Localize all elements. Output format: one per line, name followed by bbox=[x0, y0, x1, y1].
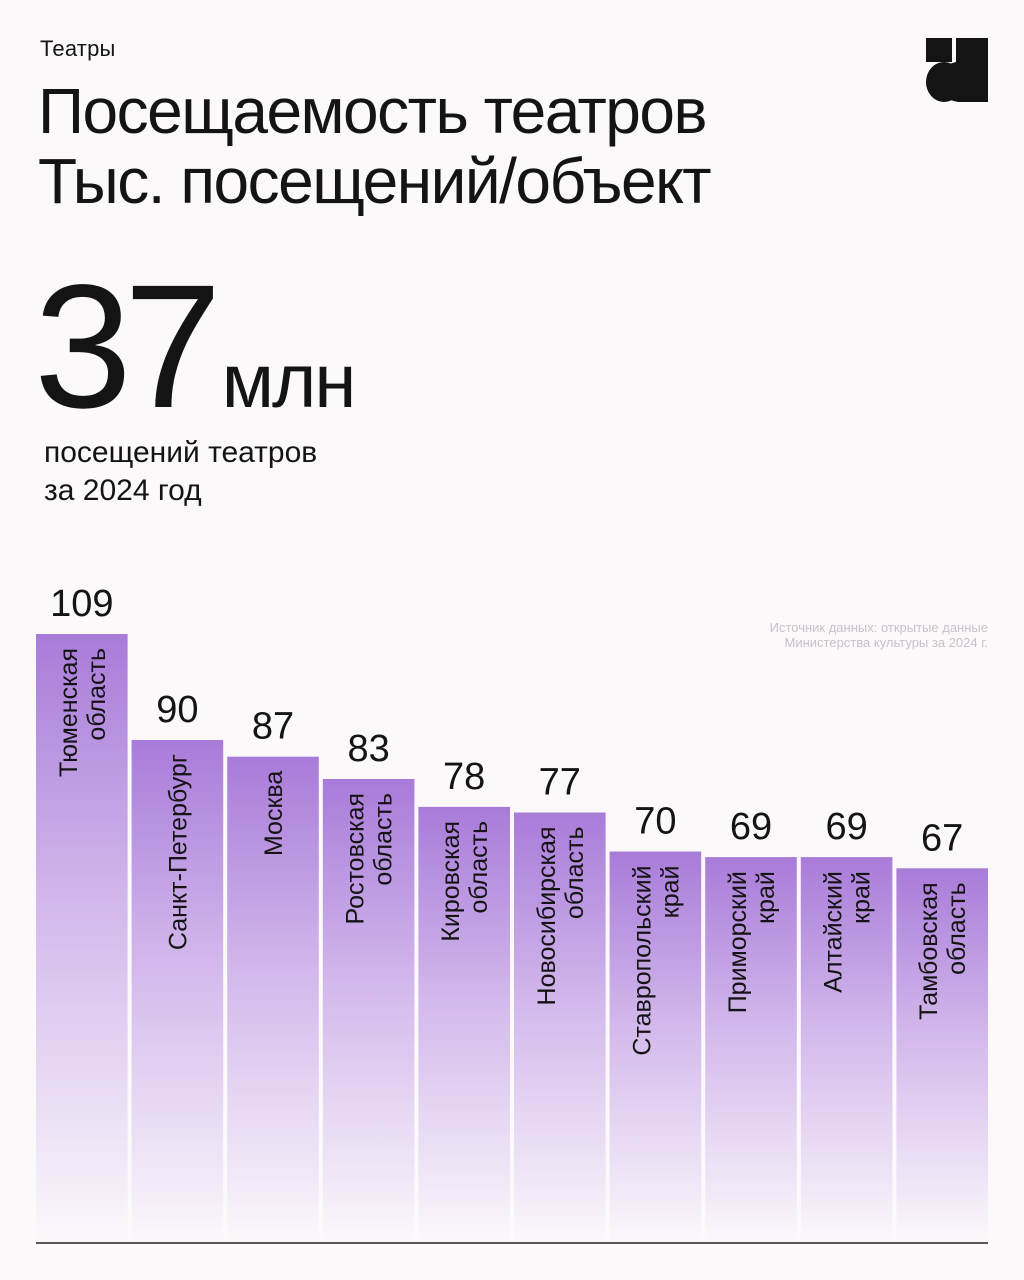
bar bbox=[36, 634, 128, 1242]
highlight-unit: млн bbox=[221, 339, 357, 424]
data-label: 109 bbox=[50, 583, 113, 625]
caption-line-2: за 2024 год bbox=[44, 474, 202, 507]
highlight-number: 37 bbox=[34, 249, 222, 445]
category-label: Приморскийкрай bbox=[724, 871, 780, 1013]
caption-line-1: посещений театров bbox=[44, 436, 318, 469]
bar bbox=[227, 756, 319, 1242]
category-label: Театры bbox=[40, 36, 116, 61]
data-label: 67 bbox=[921, 817, 963, 859]
data-label: 77 bbox=[539, 762, 581, 804]
data-label: 90 bbox=[156, 689, 198, 731]
title-line-1: Посещаемость театров bbox=[38, 75, 707, 147]
bar bbox=[418, 806, 510, 1242]
category-label: Тюменскаяобласть bbox=[55, 648, 111, 777]
data-label: 70 bbox=[634, 801, 676, 843]
bar bbox=[896, 868, 988, 1242]
category-label: Кировскаяобласть bbox=[437, 821, 493, 942]
bar bbox=[514, 812, 606, 1242]
category-label: Ставропольскийкрай bbox=[628, 866, 684, 1056]
data-label: 69 bbox=[730, 806, 772, 848]
data-label: 69 bbox=[825, 806, 867, 848]
page-title: Посещаемость театров Тыс. посещений/объе… bbox=[38, 75, 712, 217]
data-label: 87 bbox=[252, 706, 294, 748]
category-label: Санкт-Петербург bbox=[164, 754, 192, 950]
data-label: 83 bbox=[347, 728, 389, 770]
category-label: Алтайскийкрай bbox=[820, 871, 876, 993]
bar bbox=[800, 857, 893, 1242]
highlight-figure: 37 млн bbox=[34, 249, 357, 445]
category-label: Ростовскаяобласть bbox=[342, 793, 398, 924]
title-line-2: Тыс. посещений/объект bbox=[38, 145, 712, 217]
category-label: Новосибирскаяобласть bbox=[533, 827, 589, 1006]
brand-logo-icon bbox=[926, 38, 988, 102]
bar bbox=[609, 851, 702, 1242]
bar bbox=[705, 857, 797, 1242]
category-label: Тамбовскаяобласть bbox=[915, 882, 971, 1020]
bar bbox=[131, 740, 224, 1242]
category-label: Москва bbox=[260, 771, 288, 856]
source-note: Источник данных: открытые данные Министе… bbox=[769, 620, 988, 650]
highlight-caption: посещений театров за 2024 год bbox=[44, 434, 317, 510]
data-label: 78 bbox=[443, 756, 485, 798]
bar bbox=[322, 779, 415, 1242]
